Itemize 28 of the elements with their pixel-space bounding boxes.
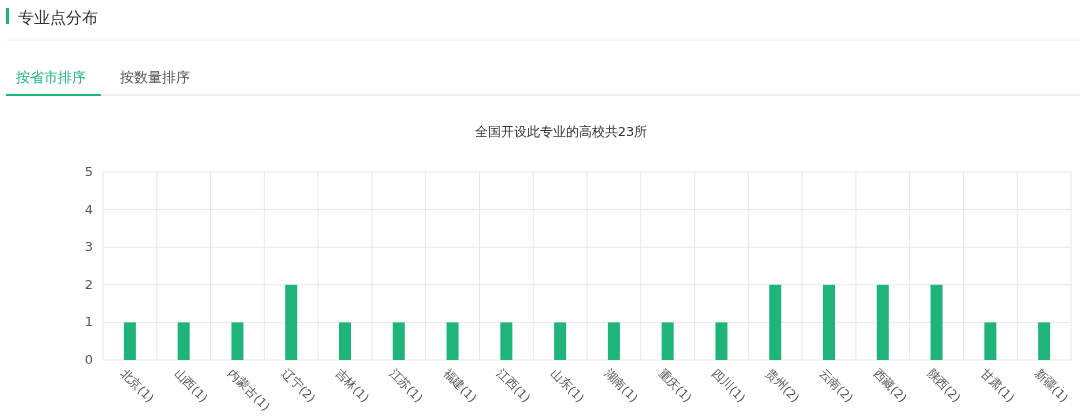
x-tick-label: 吉林(1) — [332, 366, 372, 406]
x-tick-label: 西藏(2) — [870, 366, 910, 406]
x-tick-label: 重庆(1) — [655, 366, 695, 406]
x-tick-label: 福建(1) — [440, 366, 480, 406]
x-tick-label: 山东(1) — [547, 366, 587, 406]
y-tick-label: 5 — [84, 164, 93, 179]
x-tick-label: 贵州(2) — [763, 366, 802, 406]
y-tick-label: 3 — [84, 239, 93, 255]
x-tick-label: 新疆(1) — [1031, 366, 1071, 406]
x-tick-label: 湖南(1) — [601, 366, 641, 406]
x-tick-label: 山西(1) — [171, 366, 211, 406]
y-tick-label: 4 — [84, 201, 93, 217]
text: 按数量排序 — [120, 69, 190, 85]
y-tick-label: 1 — [84, 314, 93, 330]
x-tick-label: 江苏(1) — [386, 366, 426, 406]
x-tick-label: 江西(1) — [494, 366, 534, 406]
text: 按省市排序 — [16, 69, 86, 85]
y-tick-label: 2 — [84, 276, 93, 292]
x-tick-label: 陕西(2) — [924, 366, 964, 406]
y-tick-label: 0 — [84, 352, 93, 367]
x-tick-label: 四川(1) — [709, 366, 749, 406]
x-tick-label: 北京(1) — [117, 366, 157, 406]
text: 专业点分布 — [18, 8, 98, 27]
x-tick-label: 甘肃(1) — [978, 366, 1018, 406]
x-tick-label: 内蒙古(1) — [225, 366, 273, 414]
x-tick-label: 辽宁(2) — [279, 366, 318, 406]
chart-title: 全国开设此专业的高校共23所 — [474, 124, 648, 139]
x-tick-label: 云南(2) — [816, 366, 856, 406]
